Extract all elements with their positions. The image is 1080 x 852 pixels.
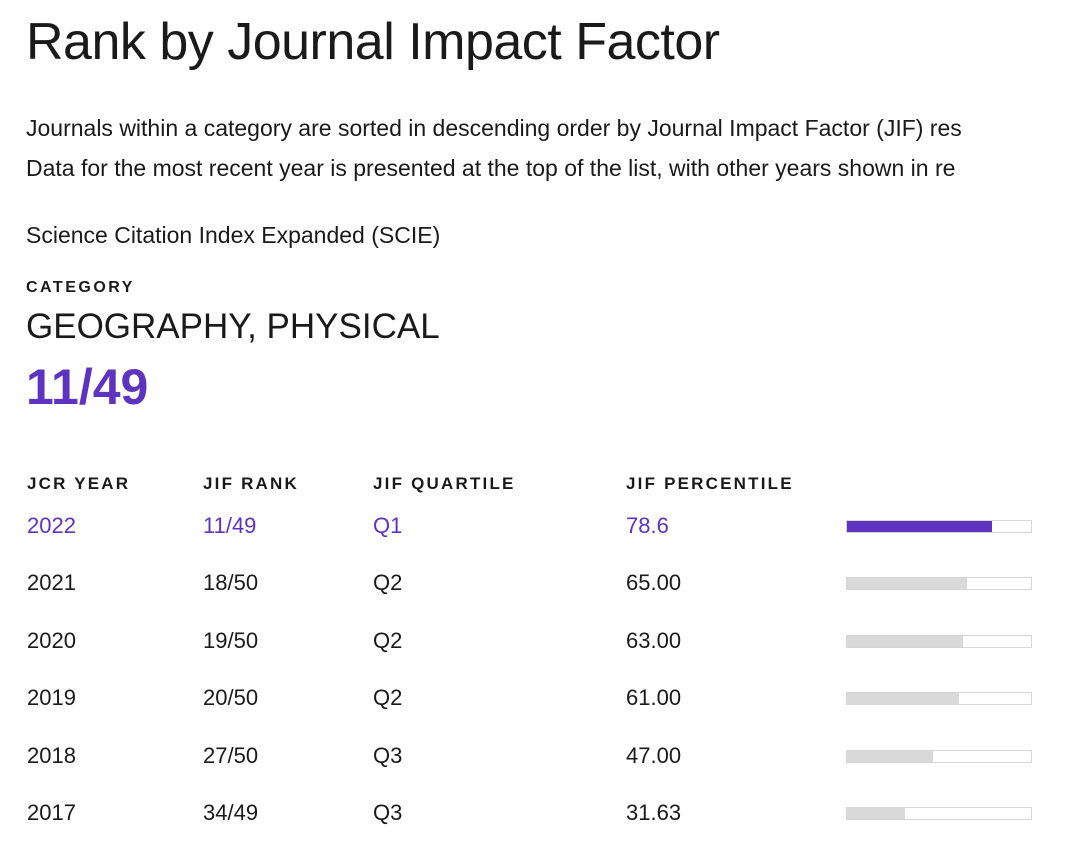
row-rank: 20/50 <box>203 685 259 711</box>
row-quartile: Q2 <box>373 627 403 653</box>
percentile-bar <box>846 692 1032 706</box>
row-year: 2021 <box>27 570 76 596</box>
percentile-bar-fill <box>847 807 906 819</box>
row-percentile: 63.00 <box>626 627 682 653</box>
percentile-bar-fill <box>847 693 960 705</box>
category-name: GEOGRAPHY, PHYSICAL <box>26 307 440 346</box>
row-quartile: Q2 <box>373 570 403 596</box>
header-jif-rank: JIF RANK <box>203 474 299 493</box>
row-year: 2019 <box>27 685 76 711</box>
category-label: CATEGORY <box>26 279 135 296</box>
table-row: 2019 20/50 Q2 61.00 <box>0 677 1080 734</box>
percentile-bar-fill <box>847 578 967 590</box>
row-quartile: Q2 <box>373 685 403 711</box>
row-rank: 18/50 <box>203 570 259 596</box>
percentile-bar-fill <box>847 521 992 532</box>
row-year: 2017 <box>27 799 76 825</box>
row-rank: 19/50 <box>203 627 259 653</box>
percentile-bar-fill <box>847 635 963 647</box>
row-quartile: Q1 <box>373 513 403 538</box>
intro-text: Journals within a category are sorted in… <box>26 108 962 188</box>
table-row: 2022 11/49 Q1 78.6 <box>0 505 1080 562</box>
percentile-bar-fill <box>847 750 934 762</box>
row-percentile: 61.00 <box>626 685 682 711</box>
table-row: 2021 18/50 Q2 65.00 <box>0 562 1080 619</box>
page-title: Rank by Journal Impact Factor <box>26 13 720 71</box>
rank-table-body: 2022 11/49 Q1 78.6 2021 18/50 Q2 65.00 2… <box>0 505 1080 849</box>
table-row: 2017 34/49 Q3 31.63 <box>0 792 1080 849</box>
row-rank: 34/49 <box>203 799 259 825</box>
table-row: 2018 27/50 Q3 47.00 <box>0 735 1080 792</box>
rank-table-header: JCR YEAR JIF RANK JIF QUARTILE JIF PERCE… <box>0 474 1080 496</box>
citation-index-name: Science Citation Index Expanded (SCIE) <box>26 222 441 248</box>
percentile-bar <box>846 520 1032 533</box>
header-jif-quartile: JIF QUARTILE <box>373 474 516 493</box>
row-quartile: Q3 <box>373 742 403 768</box>
row-year: 2022 <box>27 513 76 538</box>
header-jcr-year: JCR YEAR <box>27 474 131 493</box>
row-percentile: 47.00 <box>626 742 682 768</box>
intro-line-2: Data for the most recent year is present… <box>26 155 956 181</box>
percentile-bar <box>846 634 1032 648</box>
intro-line-1: Journals within a category are sorted in… <box>26 115 962 141</box>
percentile-bar <box>846 806 1032 820</box>
percentile-bar <box>846 577 1032 591</box>
row-year: 2020 <box>27 627 76 653</box>
row-percentile: 31.63 <box>626 799 682 825</box>
category-rank: 11/49 <box>26 359 149 415</box>
row-percentile: 65.00 <box>626 570 682 596</box>
row-rank: 11/49 <box>203 513 257 538</box>
percentile-bar <box>846 749 1032 763</box>
row-quartile: Q3 <box>373 799 403 825</box>
row-percentile: 78.6 <box>626 513 669 538</box>
row-rank: 27/50 <box>203 742 259 768</box>
header-jif-percentile: JIF PERCENTILE <box>626 474 794 493</box>
row-year: 2018 <box>27 742 76 768</box>
table-row: 2020 19/50 Q2 63.00 <box>0 620 1080 677</box>
